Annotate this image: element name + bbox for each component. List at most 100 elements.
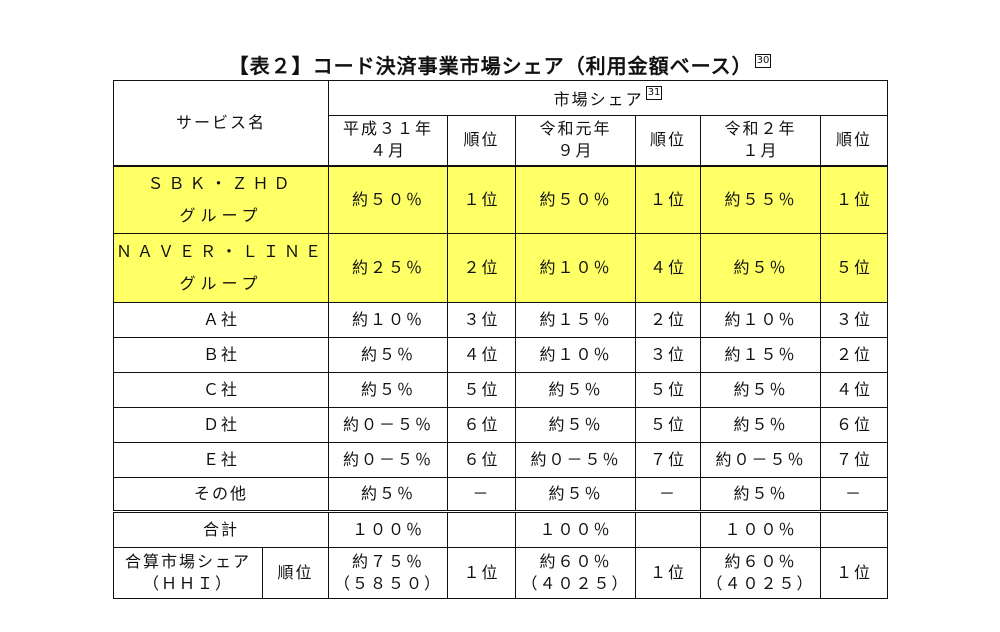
share-cell: 約２５％ [328, 233, 449, 303]
combined-value-line: 約６０％ [539, 552, 612, 571]
rank-cell: ６位 [447, 442, 517, 478]
period-line: 平成３１年 [343, 119, 434, 139]
service-name: Ａ社 [112, 302, 330, 338]
combined-value-line: （４０２５） [521, 574, 630, 593]
combined-value-line: 約６０％ [724, 552, 797, 571]
combined-rank: １位 [820, 547, 889, 599]
share-cell: 約５０％ [328, 165, 449, 234]
header-period: 平成３１年 ４月 [328, 115, 449, 167]
share-cell: 約１０％ [515, 233, 637, 303]
share-cell: 約１０％ [700, 302, 822, 338]
table-row: Ｃ社 約５％ ５位 約５％ ５位 約５％ ４位 [112, 372, 889, 408]
rank-cell: － [447, 477, 517, 512]
combined-value: 約６０％ （４０２５） [700, 547, 822, 599]
rank-cell: － [635, 477, 702, 512]
service-name: Ｂ社 [112, 337, 330, 373]
service-name-line: Ｃ社 [203, 380, 240, 399]
table-row: サービス名 市場シェア 31 [112, 80, 889, 167]
rank-cell: ５位 [635, 372, 702, 408]
combined-rank: １位 [635, 547, 702, 599]
title: 【表２】コード決済事業市場シェア（利用金額ベース） [228, 54, 753, 78]
share-cell: 約５％ [515, 477, 637, 512]
share-cell: 約５％ [700, 233, 822, 303]
service-name-line: ＳＢＫ・ＺＨＤ [147, 173, 295, 193]
service-name: Ｃ社 [112, 372, 330, 408]
title-note: 30 [754, 54, 772, 68]
rank-cell: １位 [820, 165, 889, 234]
share-cell: 約０－５％ [328, 442, 449, 478]
share-cell: 約５％ [515, 407, 637, 443]
service-name: Ｄ社 [112, 407, 330, 443]
header-share: 市場シェア 31 [328, 80, 889, 116]
rank-cell: １位 [447, 165, 517, 234]
share-cell: 約５％ [700, 407, 822, 443]
rank-cell: ３位 [635, 337, 702, 373]
share-cell: 約５％ [328, 337, 449, 373]
table-row: その他 約５％－約５％－約５％－ [112, 477, 889, 512]
header-share-note: 31 [645, 85, 663, 100]
period-line: ４月 [370, 141, 407, 161]
table-row: ＮＡＶＥＲ・ＬＩＮＥ グループ 約２５％ ２位 約１０％ ４位 約５％ ５位 [112, 233, 889, 303]
period-line: 令和２年 [724, 119, 797, 139]
rank-cell: ６位 [447, 407, 517, 443]
table-row: 合計 １００％ １００％ １００％ [112, 510, 889, 548]
header-rank: 順位 [635, 115, 702, 167]
rank-cell: ５位 [635, 407, 702, 443]
rank-cell: ５位 [447, 372, 517, 408]
header-rank: 順位 [820, 115, 889, 167]
table-row: 平成３１年 ４月 順位 令和元年 ９月 順位 令和２年 １月 順位 [114, 115, 889, 167]
share-cell: 約０－５％ [328, 407, 449, 443]
rank-cell: ２位 [635, 302, 702, 338]
combined-label: 合算市場シェア （ＨＨＩ） [113, 547, 263, 599]
combined-label-line: （ＨＨＩ） [142, 574, 233, 593]
header-period: 令和２年 １月 [700, 115, 822, 167]
rank-cell: ６位 [820, 407, 889, 443]
share-cell: 約５０％ [515, 165, 637, 234]
table-row: Ｄ社 約０－５％ ６位 約５％ ５位 約５％ ６位 [112, 407, 889, 443]
service-name-line: その他 [194, 484, 249, 503]
service-name-line: Ｄ社 [203, 415, 240, 434]
combined-rank-label: 順位 [261, 547, 330, 599]
rank-cell: － [820, 477, 889, 512]
rank-cell: ２位 [820, 337, 889, 373]
table-row: Ａ社 約１０％ ３位 約１５％ ２位 約１０％ ３位 [112, 302, 889, 338]
period-line: １月 [742, 141, 779, 161]
service-name-line: Ａ社 [203, 310, 240, 329]
combined-value: 約７５％ （５８５０） [328, 547, 449, 599]
share-cell: 約５％ [700, 477, 822, 512]
table-row: ＳＢＫ・ＺＨＤ グループ 約５０％ １位 約５０％ １位 約５５％ １位 [112, 165, 889, 234]
rank-cell: ２位 [447, 233, 517, 303]
header-share-label: 市場シェア [553, 89, 644, 109]
service-name-line: グループ [179, 205, 263, 225]
rank-cell: ５位 [820, 233, 889, 303]
total-rank-empty [447, 510, 517, 548]
rank-cell: ７位 [635, 442, 702, 478]
share-cell: 約０－５％ [700, 442, 822, 478]
header-rank: 順位 [447, 115, 517, 167]
period-line: ９月 [557, 141, 594, 161]
combined-label-line: 合算市場シェア [124, 552, 251, 571]
share-cell: 約１５％ [515, 302, 637, 338]
table-row: Ｂ社 約５％ ４位 約１０％ ３位 約１５％ ２位 [112, 337, 889, 373]
period-line: 令和元年 [539, 119, 612, 139]
total-value: １００％ [700, 510, 822, 548]
header-period: 令和元年 ９月 [515, 115, 637, 167]
share-cell: 約５％ [328, 477, 449, 512]
total-value: １００％ [515, 510, 637, 548]
combined-value-line: （４０２５） [706, 574, 815, 593]
share-cell: 約０－５％ [515, 442, 637, 478]
rank-cell: ３位 [820, 302, 889, 338]
share-cell: 約１０％ [515, 337, 637, 373]
rank-cell: ４位 [447, 337, 517, 373]
combined-value-line: 約７５％ [352, 552, 425, 571]
service-name: その他 [112, 477, 330, 512]
rank-cell: １位 [635, 165, 702, 234]
service-name-line: Ｂ社 [203, 345, 240, 364]
share-table: サービス名 市場シェア 31 平成３１年 ４月 順位 令和元年 ９月 順位 令和２年 １月 順位 ＳＢＫ… [112, 80, 889, 599]
share-cell: 約５５％ [700, 165, 822, 234]
total-value: １００％ [328, 510, 449, 548]
title-wrap: 【表２】コード決済事業市場シェア（利用金額ベース） 30 [0, 50, 1000, 79]
total-rank-empty [635, 510, 702, 548]
share-cell: 約５％ [700, 372, 822, 408]
